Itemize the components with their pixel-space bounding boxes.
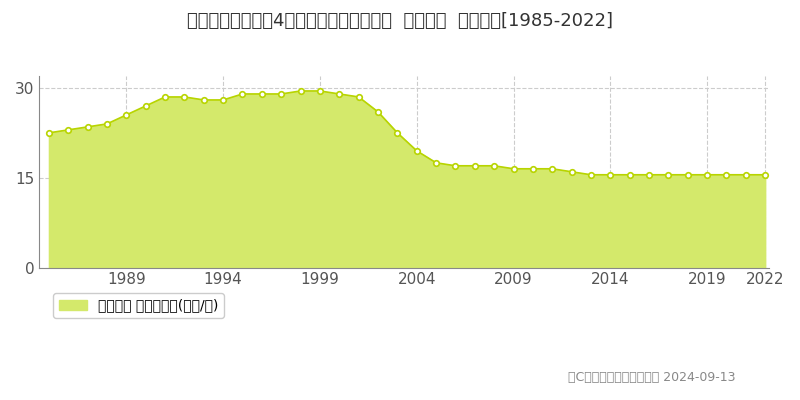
Legend: 地価公示 平均坂単価(万円/坤): 地価公示 平均坂単価(万円/坤) (54, 293, 224, 318)
Text: （C）土地価格ドットコム 2024-09-13: （C）土地価格ドットコム 2024-09-13 (569, 371, 736, 384)
Text: 岡山県玉野市田丹4丁目５３３１番１０外  地価公示  地価推移[1985-2022]: 岡山県玉野市田丹4丁目５３３１番１０外 地価公示 地価推移[1985-2022] (187, 12, 613, 30)
